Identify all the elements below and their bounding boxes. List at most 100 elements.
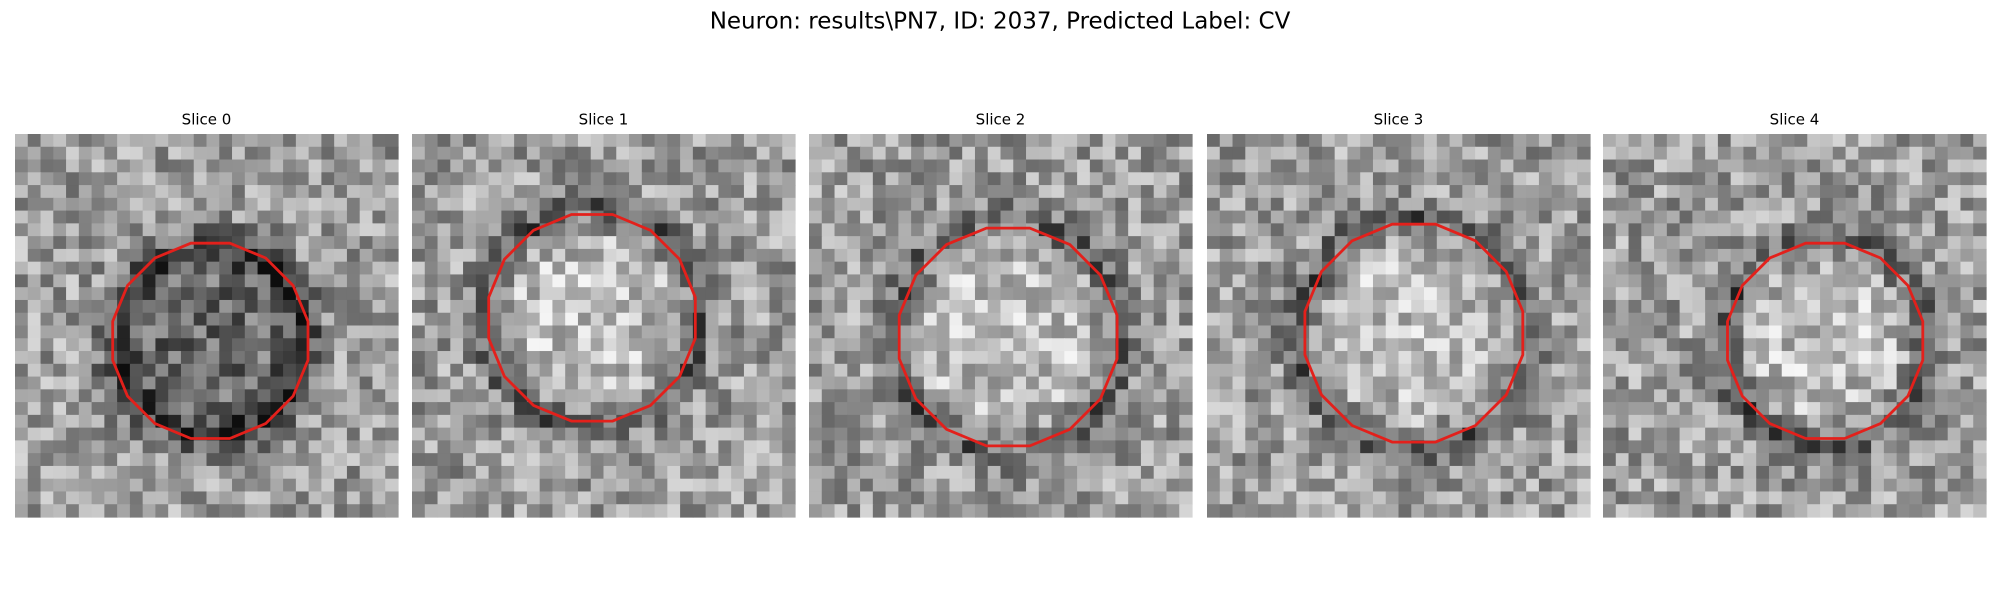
pixel [1321,338,1336,352]
pixel [1794,197,1808,212]
pixel [295,440,310,454]
pixel [1577,248,1591,263]
pixel [514,312,528,327]
pixel [1334,146,1349,161]
pixel [1845,402,1859,416]
pixel [1038,146,1053,161]
pixel [40,325,54,339]
pixel [1077,376,1091,390]
pixel [526,351,541,365]
pixel [1436,274,1451,288]
pixel [705,453,719,467]
pixel [412,185,426,199]
pixel [1385,236,1400,250]
pixel [603,427,617,441]
pixel [1102,338,1116,352]
pixel [1462,274,1476,288]
pixel [232,210,246,224]
pixel [769,299,783,314]
pixel [1526,261,1540,276]
pixel [1500,402,1514,416]
pixel [1102,453,1116,467]
pixel [1232,172,1246,186]
pixel [1245,236,1259,250]
pixel [1858,236,1872,250]
pixel [359,325,374,339]
pixel [1820,312,1834,327]
pixel [1140,312,1155,327]
pixel [1283,134,1297,148]
pixel [718,274,732,288]
pixel [1321,248,1336,263]
pixel [1334,351,1349,365]
pixel [1115,248,1129,263]
pixel [667,299,681,314]
pixel [1641,376,1655,390]
pixel [1538,351,1553,365]
pixel [974,172,989,186]
pixel [1077,236,1091,250]
image-panel [1207,134,1591,518]
pixel [270,389,284,403]
pixel [1947,402,1962,416]
pixel [180,363,195,378]
pixel [1258,504,1272,518]
pixel [1462,389,1476,403]
pixel [308,287,322,301]
pixel [1692,465,1706,480]
pixel [206,453,220,467]
pixel [962,197,976,212]
pixel [372,376,386,390]
pixel [1526,185,1540,199]
pixel [590,159,605,173]
pixel [1449,465,1463,480]
pixel [1128,185,1142,199]
pixel [15,299,29,314]
pixel [1973,465,1987,480]
pixel [769,376,783,390]
pixel [1896,440,1910,454]
pixel [1603,427,1617,441]
pixel [1026,197,1040,212]
pixel [1679,414,1693,429]
pixel [1013,427,1027,441]
pixel [15,338,29,352]
pixel [1641,197,1655,212]
pixel [1692,491,1706,505]
pixel [1628,440,1642,454]
pixel [15,427,29,441]
pixel [1462,465,1476,480]
pixel [1705,465,1719,480]
pixel [1871,338,1885,352]
pixel [1551,414,1566,429]
pixel [1692,312,1706,327]
pixel [475,185,490,199]
pixel [667,210,681,224]
pixel [1883,440,1898,454]
pixel [168,197,182,212]
pixel [603,248,617,263]
pixel [1153,325,1168,339]
pixel [1436,172,1451,186]
pixel [1538,504,1553,518]
pixel [782,338,796,352]
pixel [923,440,938,454]
pixel [1013,465,1027,480]
pixel [552,338,566,352]
pixel [1973,210,1987,224]
pixel [346,414,361,429]
pixel [463,465,477,480]
pixel [1140,389,1155,403]
pixel [1283,223,1297,237]
pixel [412,172,426,186]
pixel [1577,351,1591,365]
pixel [1730,491,1745,505]
pixel [1526,338,1540,352]
pixel [1883,427,1898,441]
pixel [667,440,681,454]
pixel [1730,210,1745,224]
pixel [1628,287,1642,301]
pixel [769,185,783,199]
pixel [1334,338,1349,352]
pixel [590,210,605,224]
